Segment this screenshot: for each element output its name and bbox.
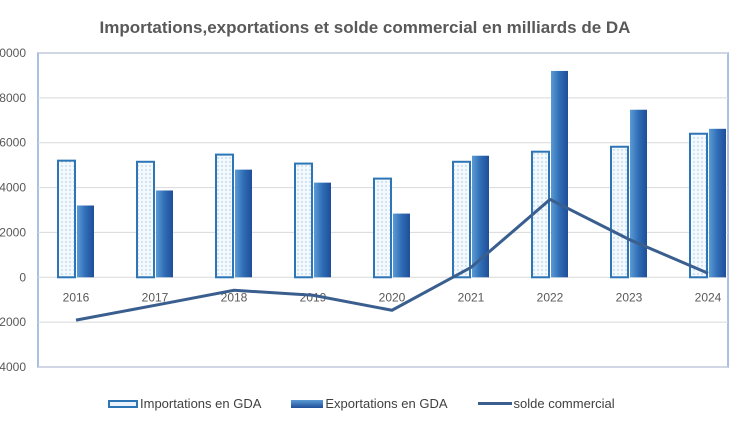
legend-swatch-balance xyxy=(477,402,512,405)
bar-imports xyxy=(294,162,313,279)
y-tick-label: 10000 xyxy=(0,46,26,60)
legend-item-balance: solde commercial xyxy=(477,396,615,411)
bar-exports xyxy=(235,169,252,278)
x-tick-label: 2021 xyxy=(458,290,485,304)
bar-exports xyxy=(709,128,726,278)
legend-item-exports: Exportations en GDA xyxy=(291,396,448,411)
x-tick-label: 2023 xyxy=(616,290,643,304)
bar-exports xyxy=(314,182,331,278)
y-tick-label: 6000 xyxy=(0,136,26,150)
legend: Importations en GDA Exportations en GDA … xyxy=(108,396,615,411)
y-tick-label: 0 xyxy=(19,270,26,284)
x-tick-label: 2022 xyxy=(537,290,564,304)
bar-imports xyxy=(57,159,76,279)
legend-label: Exportations en GDA xyxy=(325,396,448,411)
line-solde-commercial xyxy=(75,197,709,322)
bar-imports xyxy=(452,160,471,279)
y-tick-label: -4000 xyxy=(0,360,26,374)
legend-swatch-imports xyxy=(108,399,138,408)
bar-exports xyxy=(156,190,173,278)
bar-exports xyxy=(77,205,94,278)
y-tick-label: -2000 xyxy=(0,315,26,329)
x-tick-label: 2020 xyxy=(379,290,406,304)
x-tick-label: 2018 xyxy=(221,290,248,304)
bar-imports xyxy=(215,153,234,279)
chart-title: Importations,exportations et solde comme… xyxy=(99,18,631,37)
y-tick-label: 2000 xyxy=(0,225,26,239)
x-tick-label: 2016 xyxy=(63,290,90,304)
bar-exports xyxy=(393,213,410,278)
bar-exports xyxy=(472,155,489,278)
x-tick-label: 2024 xyxy=(695,290,722,304)
bar-imports xyxy=(689,132,708,279)
y-tick-label: 8000 xyxy=(0,91,26,105)
x-tick-label: 2017 xyxy=(142,290,169,304)
bar-imports xyxy=(136,160,155,279)
legend-item-imports: Importations en GDA xyxy=(108,396,261,411)
legend-swatch-exports xyxy=(291,399,324,408)
bar-imports xyxy=(610,145,629,279)
bar-imports xyxy=(373,177,392,279)
bar-exports xyxy=(630,109,647,278)
bar-exports xyxy=(551,70,568,278)
legend-label: Importations en GDA xyxy=(140,396,262,411)
legend-label: solde commercial xyxy=(513,396,615,411)
y-tick-label: 4000 xyxy=(0,181,26,195)
